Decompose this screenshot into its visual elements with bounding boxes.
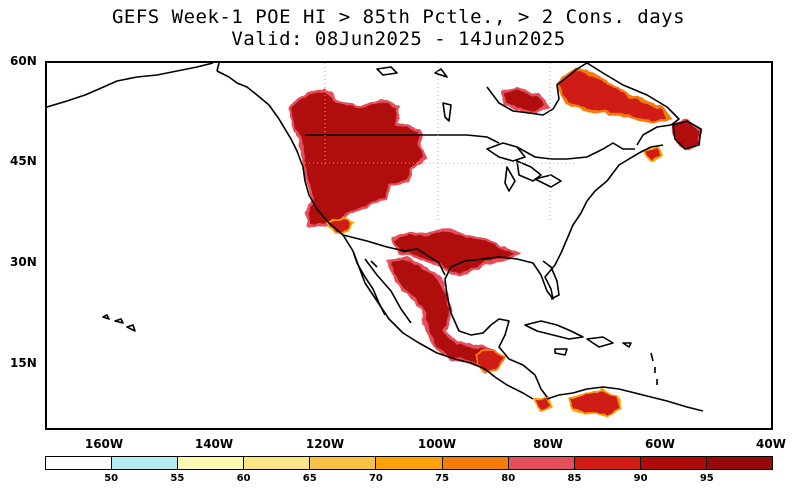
coast-hawaii bbox=[102, 314, 136, 332]
title-line-2: Valid: 08Jun2025 - 14Jun2025 bbox=[231, 28, 566, 50]
colorbar-tick-label: 90 bbox=[633, 473, 648, 484]
longitude-label-140w: 140W bbox=[194, 437, 234, 451]
map-canvas bbox=[47, 63, 704, 417]
shading-hudson-bay bbox=[501, 87, 550, 115]
political-boundaries bbox=[216, 63, 635, 276]
coast-south-america bbox=[546, 386, 704, 412]
longitude-label-120w: 120W bbox=[305, 437, 345, 451]
colorbar-swatch bbox=[112, 457, 179, 469]
coast-jamaica bbox=[554, 342, 632, 356]
colorbar-tick-label: 65 bbox=[302, 473, 317, 484]
colorbar-tick-label: 80 bbox=[501, 473, 516, 484]
colorbar-tick-label: 85 bbox=[567, 473, 582, 484]
coast-hispaniola bbox=[586, 336, 614, 348]
shading-panama bbox=[533, 395, 553, 413]
shading-central-america bbox=[476, 347, 507, 375]
coast-baja bbox=[352, 250, 386, 316]
colorbar-swatch bbox=[442, 457, 509, 469]
colorbar-swatch bbox=[376, 457, 443, 469]
coast-alaska bbox=[47, 63, 280, 120]
colorbar-tick-label: 75 bbox=[435, 473, 450, 484]
shading-labrador bbox=[555, 67, 672, 125]
shading-western-us bbox=[288, 87, 427, 227]
colorbar-swatch bbox=[508, 457, 575, 469]
colorbar-swatch bbox=[178, 457, 245, 469]
coast-yucatan bbox=[450, 312, 548, 398]
coast-hudson-bay bbox=[486, 63, 588, 116]
graticule bbox=[305, 63, 577, 223]
shading-northern-south-america bbox=[567, 387, 623, 417]
title-line-1: GEFS Week-1 POE HI > 85th Pctle., > 2 Co… bbox=[111, 6, 686, 28]
coastlines bbox=[47, 63, 704, 412]
longitude-label-40w: 40W bbox=[756, 437, 786, 451]
coast-atlantic bbox=[566, 144, 664, 240]
latitude-label-30n: 30N bbox=[10, 255, 37, 269]
shading-southern-plains bbox=[391, 227, 521, 277]
coast-gulf-of-mexico bbox=[444, 238, 568, 314]
colorbar-swatch bbox=[640, 457, 707, 469]
map-panel bbox=[45, 61, 773, 430]
colorbar-swatch bbox=[244, 457, 311, 469]
latitude-label-15n: 15N bbox=[10, 356, 37, 370]
latitude-label-45n: 45N bbox=[10, 154, 37, 168]
colorbar bbox=[45, 456, 773, 470]
great-lakes bbox=[486, 142, 562, 192]
colorbar-tick-label: 95 bbox=[699, 473, 714, 484]
us-canada-border bbox=[305, 134, 635, 160]
coast-florida bbox=[542, 260, 560, 300]
coast-lesser-antilles bbox=[650, 352, 658, 385]
coast-labrador bbox=[586, 63, 680, 146]
alaska-canada-border bbox=[216, 63, 220, 72]
shading-maritimes bbox=[641, 145, 665, 163]
coast-newfoundland bbox=[672, 120, 702, 150]
colorbar-tick-label: 55 bbox=[170, 473, 185, 484]
longitude-label-80w: 80W bbox=[533, 437, 563, 451]
longitude-label-60w: 60W bbox=[645, 437, 675, 451]
coast-cuba bbox=[524, 320, 584, 340]
colorbar-swatch bbox=[574, 457, 641, 469]
coast-pacific bbox=[278, 118, 534, 400]
map-title: GEFS Week-1 POE HI > 85th Pctle., > 2 Co… bbox=[0, 6, 797, 50]
us-mexico-border bbox=[342, 234, 446, 276]
latitude-label-60n: 60N bbox=[10, 54, 37, 68]
longitude-label-100w: 100W bbox=[417, 437, 457, 451]
colorbar-swatch bbox=[706, 457, 773, 469]
colorbar-swatch bbox=[310, 457, 377, 469]
coast-gulf-california bbox=[364, 258, 412, 324]
colorbar-tick-label: 60 bbox=[236, 473, 251, 484]
colorbar-swatch bbox=[46, 457, 113, 469]
longitude-label-160w: 160W bbox=[84, 437, 124, 451]
colorbar-tick-label: 70 bbox=[368, 473, 383, 484]
probability-shading bbox=[288, 67, 703, 417]
colorbar-tick-label: 50 bbox=[104, 473, 119, 484]
